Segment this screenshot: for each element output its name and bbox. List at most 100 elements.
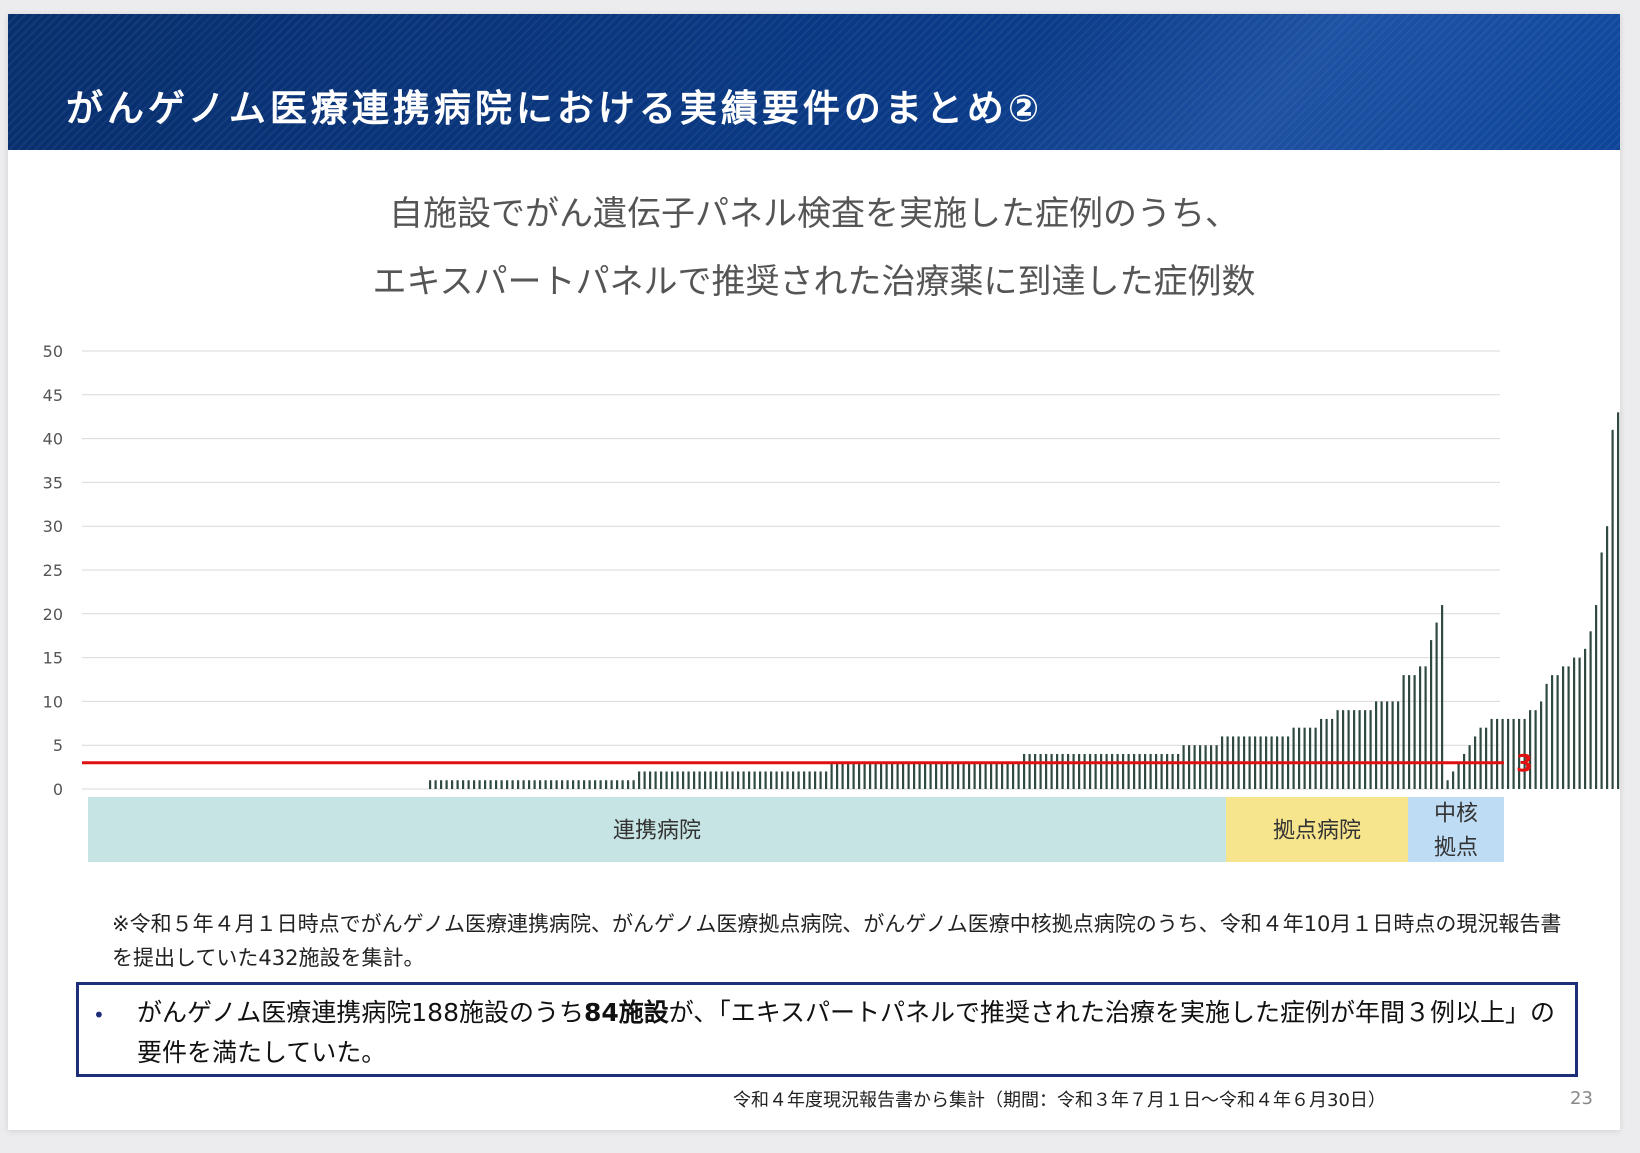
bar xyxy=(473,780,476,789)
group-label: 中核 xyxy=(1434,802,1478,827)
bar xyxy=(869,762,872,789)
bar xyxy=(1540,701,1543,789)
bar xyxy=(1149,753,1152,789)
bar xyxy=(1078,753,1081,789)
bar xyxy=(1331,718,1334,789)
y-tick-label: 40 xyxy=(43,430,63,449)
bar xyxy=(1573,657,1576,789)
bar xyxy=(847,762,850,789)
summary-highlight: 84施設 xyxy=(583,998,669,1027)
bar xyxy=(1023,753,1026,789)
bar xyxy=(995,762,998,789)
bar xyxy=(467,780,470,789)
bar xyxy=(1551,675,1554,789)
bar xyxy=(797,771,800,789)
bar xyxy=(495,780,498,789)
bar xyxy=(528,780,531,789)
bar xyxy=(781,771,784,789)
bar xyxy=(786,771,789,789)
bar xyxy=(1584,648,1587,789)
bar xyxy=(825,771,828,789)
bar xyxy=(841,762,844,789)
bar xyxy=(929,762,932,789)
y-tick-label: 10 xyxy=(43,692,63,711)
page-title: がんゲノム医療連携病院における実績要件のまとめ② xyxy=(66,87,1044,130)
bar xyxy=(1391,701,1394,789)
bar xyxy=(808,771,811,789)
bar xyxy=(434,780,437,789)
bar xyxy=(748,771,751,789)
bar xyxy=(638,771,641,789)
title-banner: がんゲノム医療連携病院における実績要件のまとめ② xyxy=(8,14,1620,150)
bar xyxy=(1193,745,1196,789)
y-tick-label: 25 xyxy=(43,561,63,580)
bar xyxy=(1617,412,1620,789)
bar xyxy=(1441,605,1444,789)
bar xyxy=(594,780,597,789)
bar xyxy=(924,762,927,789)
bar xyxy=(852,762,855,789)
bar xyxy=(1463,753,1466,789)
bar xyxy=(819,771,822,789)
y-tick-label: 50 xyxy=(43,342,63,361)
bar xyxy=(643,771,646,789)
bar xyxy=(1485,727,1488,789)
bar xyxy=(1507,718,1510,789)
bar xyxy=(1094,753,1097,789)
bar xyxy=(968,762,971,789)
bar xyxy=(1199,745,1202,789)
y-tick-label: 45 xyxy=(43,386,63,405)
bar xyxy=(1144,753,1147,789)
bar xyxy=(583,780,586,789)
bar xyxy=(1215,745,1218,789)
bar xyxy=(984,762,987,789)
bar xyxy=(1408,675,1411,789)
bar xyxy=(885,762,888,789)
bar xyxy=(660,771,663,789)
bar xyxy=(627,780,630,789)
bar xyxy=(665,771,668,789)
bar xyxy=(704,771,707,789)
bar xyxy=(445,780,448,789)
bar xyxy=(649,771,652,789)
bar xyxy=(1518,718,1521,789)
bar xyxy=(500,780,503,789)
bar xyxy=(588,780,591,789)
bar xyxy=(1419,666,1422,789)
bar xyxy=(1501,718,1504,789)
bar xyxy=(1402,675,1405,789)
bar xyxy=(753,771,756,789)
bar xyxy=(1122,753,1125,789)
bar xyxy=(1155,753,1158,789)
bar xyxy=(1166,753,1169,789)
bar xyxy=(902,762,905,789)
bar xyxy=(814,771,817,789)
bar xyxy=(533,780,536,789)
bar xyxy=(1342,710,1345,789)
bar xyxy=(1001,762,1004,789)
bar xyxy=(599,780,602,789)
bar xyxy=(731,771,734,789)
group-band xyxy=(1408,797,1504,862)
y-tick-label: 35 xyxy=(43,473,63,492)
bar xyxy=(1105,753,1108,789)
bar xyxy=(566,780,569,789)
bar xyxy=(1479,727,1482,789)
summary-box: • がんゲノム医療連携病院188施設のうち84施設が、「エキスパートパネルで推奨… xyxy=(76,982,1578,1077)
bar xyxy=(946,762,949,789)
bar xyxy=(940,762,943,789)
bar xyxy=(605,780,608,789)
bar xyxy=(1056,753,1059,789)
bar xyxy=(1067,753,1070,789)
threshold-label: 3 xyxy=(1516,750,1533,778)
bar xyxy=(720,771,723,789)
bar xyxy=(863,762,866,789)
bar xyxy=(1490,718,1493,789)
bar xyxy=(1589,631,1592,789)
bar xyxy=(957,762,960,789)
bar xyxy=(1111,753,1114,789)
bar xyxy=(1017,762,1020,789)
bar xyxy=(1468,745,1471,789)
bar xyxy=(1336,710,1339,789)
bar xyxy=(737,771,740,789)
